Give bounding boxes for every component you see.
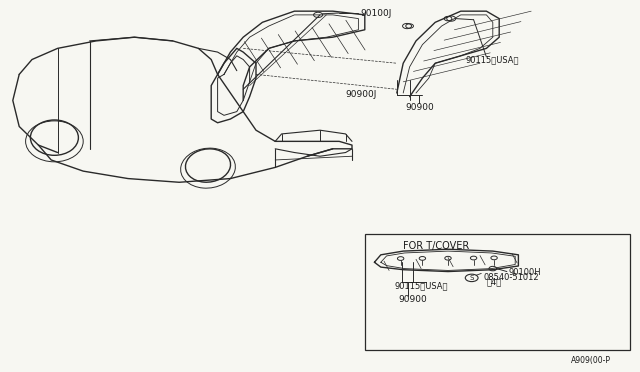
Text: 90100J: 90100J <box>360 9 392 17</box>
Text: 90100H: 90100H <box>509 268 541 277</box>
Text: 90115〈USA〉: 90115〈USA〉 <box>466 55 520 64</box>
Text: S: S <box>470 275 474 281</box>
Bar <box>365 234 630 350</box>
Text: 〨4〩: 〨4〩 <box>486 278 502 287</box>
Text: FOR T/COVER: FOR T/COVER <box>403 241 470 250</box>
Text: 08540-51012: 08540-51012 <box>483 273 539 282</box>
Text: 90900: 90900 <box>406 103 435 112</box>
Text: 90900: 90900 <box>398 295 427 304</box>
Text: 90115〈USA〉: 90115〈USA〉 <box>394 281 448 290</box>
Text: 90900J: 90900J <box>346 90 377 99</box>
Text: A909(00-P: A909(00-P <box>571 356 611 365</box>
